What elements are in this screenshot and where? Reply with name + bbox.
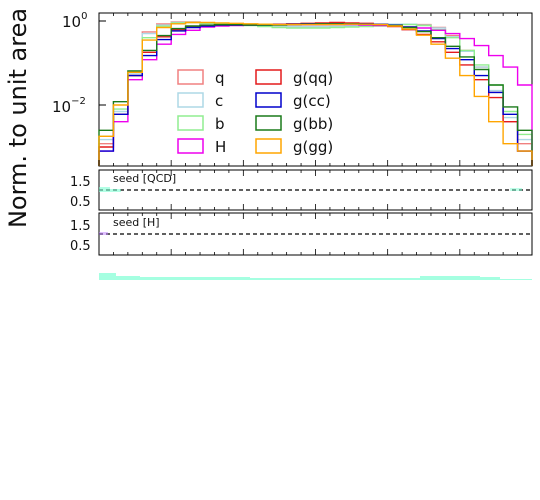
legend-swatch — [177, 92, 204, 108]
legend-label: g(cc) — [293, 92, 331, 110]
legend-swatch — [177, 138, 204, 154]
ratio-panel-h-ytick-high: 1.5 — [70, 219, 91, 234]
legend-swatch — [255, 69, 282, 85]
legend-swatch — [177, 115, 204, 131]
main-x-ticks — [98, 13, 533, 166]
legend-label: H — [215, 138, 226, 156]
ratio-panel-h-ticks — [98, 213, 533, 255]
ratio-panel-qcd: seed [QCD] 1.5 0.5 — [70, 169, 533, 211]
y-axis-label: Norm. to unit area — [4, 8, 32, 228]
ratio-panel-qcd-label: seed [QCD] — [113, 172, 176, 185]
y-tick-top-exp: 0 — [81, 11, 87, 22]
legend-label: g(bb) — [293, 115, 333, 133]
y-tick-mid-exp: −2 — [71, 96, 86, 107]
legend-label: g(qq) — [293, 69, 333, 87]
ratio-panel-h-ytick-low: 0.5 — [70, 239, 91, 254]
y-tick-label-mid: 10−2 — [52, 96, 86, 116]
ratio-panel-qcd-band-left — [99, 187, 121, 192]
legend-label: q — [215, 69, 225, 87]
legend-label: c — [215, 92, 223, 110]
y-tick-label-top: 100 — [62, 11, 87, 31]
series-line-gbb — [98, 23, 533, 166]
legend-swatch — [255, 92, 282, 108]
legend-label: b — [215, 115, 225, 133]
ratio-panel-h: seed [H] 1.5 0.5 — [70, 212, 533, 256]
y-tick-top-base: 10 — [62, 13, 81, 31]
svg-text:10−2: 10−2 — [52, 96, 86, 116]
ratio-panel-qcd-ytick-high: 1.5 — [70, 175, 91, 190]
legend-swatch — [177, 69, 204, 85]
legend-swatch — [255, 115, 282, 131]
histogram-lines — [98, 21, 533, 166]
y-tick-mid-base: 10 — [52, 98, 71, 116]
legend-label: g(gg) — [293, 138, 333, 156]
ratio-panel-qcd-ytick-low: 0.5 — [70, 195, 91, 210]
legend-swatch — [255, 138, 282, 154]
ratio-panel-h-band — [99, 232, 108, 235]
series-line-c — [98, 21, 533, 166]
svg-text:100: 100 — [62, 11, 87, 31]
series-line-gqq — [98, 21, 533, 166]
series-line-b — [98, 21, 533, 166]
series-line-ggg — [98, 21, 533, 166]
ratio-panel-qcd-ticks — [98, 170, 533, 210]
residual-band-strip — [99, 273, 532, 280]
ratio-panel-h-label: seed [H] — [113, 216, 160, 229]
ratio-panel-qcd-band-right — [510, 188, 522, 191]
